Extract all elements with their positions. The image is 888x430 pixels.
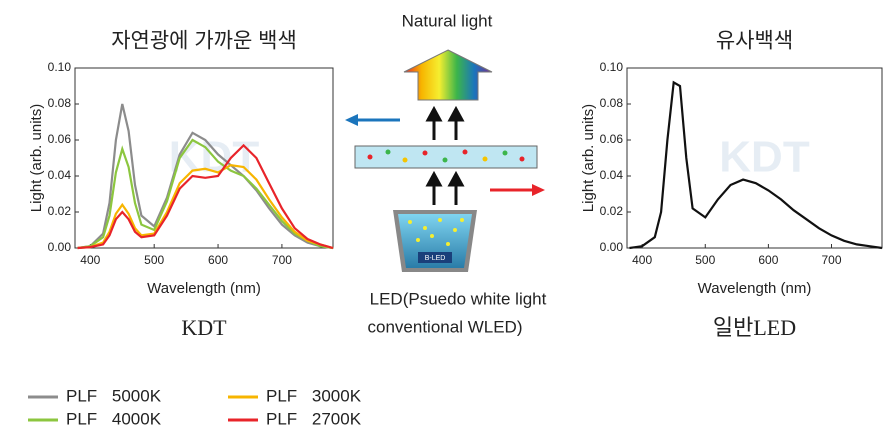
plot-frame bbox=[626, 67, 883, 249]
y-tick-label: 0.08 bbox=[48, 96, 72, 110]
y-tick-label: 0.00 bbox=[48, 240, 72, 254]
x-tick-label: 700 bbox=[272, 253, 292, 267]
y-tick-label: 0.06 bbox=[48, 132, 72, 146]
y-tick-label: 0.04 bbox=[600, 168, 624, 182]
y-tick-label: 0.10 bbox=[48, 60, 72, 74]
y-tick-label: 0.00 bbox=[600, 240, 624, 254]
y-tick-label: 0.06 bbox=[600, 132, 624, 146]
x-axis-label: Wavelength (nm) bbox=[147, 280, 261, 297]
diagram-bottom-label: LED(Psuedo white light bbox=[370, 289, 547, 308]
up-arrows bbox=[425, 105, 465, 205]
diagram-bottom-label: conventional WLED) bbox=[368, 317, 523, 336]
chart-caption: 일반LED bbox=[713, 315, 796, 340]
chip-label-bg bbox=[418, 252, 452, 263]
y-tick-label: 0.08 bbox=[600, 96, 624, 110]
y-tick-label: 0.10 bbox=[600, 60, 624, 74]
chart-title: 유사백색 bbox=[716, 30, 793, 53]
legend-label: PLF 3000K bbox=[266, 386, 362, 405]
y-tick-label: 0.04 bbox=[48, 168, 72, 182]
blue-arrow bbox=[345, 114, 400, 126]
data-line bbox=[77, 138, 334, 250]
led-chip bbox=[398, 214, 472, 268]
y-axis-label: Light (arb. units) bbox=[580, 104, 597, 212]
x-tick-label: 600 bbox=[758, 253, 778, 267]
chart-caption: KDT bbox=[181, 315, 227, 340]
y-tick-label: 0.02 bbox=[600, 204, 624, 218]
data-line bbox=[77, 103, 334, 250]
data-line bbox=[77, 143, 334, 250]
x-tick-label: 500 bbox=[695, 253, 715, 267]
data-line bbox=[77, 164, 334, 250]
chip-label: B-LED bbox=[425, 255, 446, 262]
x-tick-label: 400 bbox=[80, 253, 100, 267]
legend-label: PLF 4000K bbox=[66, 409, 162, 428]
y-axis-label: Light (arb. units) bbox=[28, 104, 45, 212]
plot-frame bbox=[74, 67, 334, 249]
rainbow-arrow bbox=[403, 49, 493, 101]
film-dots bbox=[367, 149, 525, 163]
data-line bbox=[629, 80, 883, 250]
y-tick-label: 0.02 bbox=[48, 204, 72, 218]
red-arrow bbox=[490, 184, 545, 196]
x-tick-label: 700 bbox=[821, 253, 841, 267]
phosphor-film bbox=[354, 145, 538, 169]
legend-label: PLF 5000K bbox=[66, 386, 162, 405]
x-tick-label: 500 bbox=[144, 253, 164, 267]
chart-title: 자연광에 가까운 백색 bbox=[111, 30, 297, 53]
x-tick-label: 400 bbox=[632, 253, 652, 267]
x-axis-label: Wavelength (nm) bbox=[698, 280, 812, 297]
chip-dots bbox=[408, 218, 464, 246]
legend-label: PLF 2700K bbox=[266, 409, 362, 428]
watermark: KDT bbox=[719, 133, 810, 182]
x-tick-label: 600 bbox=[208, 253, 228, 267]
diagram-top-label: Natural light bbox=[402, 11, 493, 30]
